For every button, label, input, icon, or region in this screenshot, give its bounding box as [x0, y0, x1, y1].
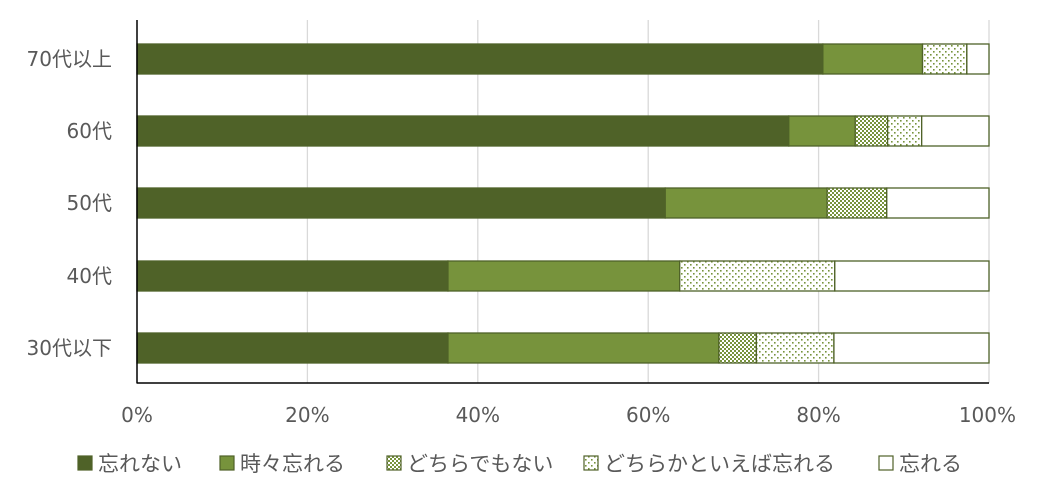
bar-segment: [822, 43, 924, 75]
category-label: 50代: [67, 191, 112, 215]
legend-label: どちらでもない: [407, 452, 553, 476]
bar-segment: [833, 332, 990, 364]
bar-segment: [136, 332, 449, 364]
legend: 忘れない 時々忘れる どちらでもない どちらかといえば忘れる 忘れる: [77, 452, 962, 476]
bar-segment: [136, 115, 790, 147]
category-labels: 70代以上 60代 50代 40代 30代以下: [27, 47, 112, 360]
bar-segment: [826, 187, 888, 219]
bar-segment: [136, 43, 824, 75]
bar-segment: [447, 332, 720, 364]
x-tick-label: 100%: [959, 403, 1016, 427]
legend-swatch: [878, 455, 894, 471]
bar-segment: [854, 115, 889, 147]
x-tick-label: 60%: [626, 403, 670, 427]
bar-segment: [966, 43, 990, 75]
bar-segment: [136, 187, 666, 219]
bar-segment: [136, 260, 449, 292]
bar-segment: [718, 332, 758, 364]
bar-segment: [755, 332, 835, 364]
x-tick-labels: 0% 20% 40% 60% 80% 100%: [121, 403, 1016, 427]
legend-swatch: [583, 455, 599, 471]
legend-label: 忘れる: [899, 452, 962, 476]
category-label: 30代以下: [27, 336, 112, 360]
legend-label: 時々忘れる: [240, 452, 345, 476]
bar-segment: [834, 260, 990, 292]
bar-segment: [447, 260, 681, 292]
bar-segment: [886, 187, 990, 219]
legend-label: 忘れない: [98, 452, 182, 476]
legend-label: どちらかといえば忘れる: [604, 452, 835, 476]
bar-segment: [788, 115, 856, 147]
axes: [136, 20, 989, 384]
x-tick-label: 0%: [121, 403, 153, 427]
bar-segment: [886, 115, 923, 147]
x-tick-label: 40%: [456, 403, 500, 427]
category-label: 60代: [67, 119, 112, 143]
category-label: 40代: [67, 264, 112, 288]
bar-segment: [921, 115, 990, 147]
bar-segment: [664, 187, 828, 219]
category-label: 70代以上: [27, 47, 112, 71]
legend-swatch: [77, 455, 93, 471]
legend-swatch: [386, 455, 402, 471]
x-tick-label: 80%: [796, 403, 840, 427]
bar-segment: [921, 43, 968, 75]
bars: [136, 43, 990, 364]
x-tick-label: 20%: [285, 403, 329, 427]
bar-segment: [679, 260, 836, 292]
legend-swatch: [219, 455, 235, 471]
